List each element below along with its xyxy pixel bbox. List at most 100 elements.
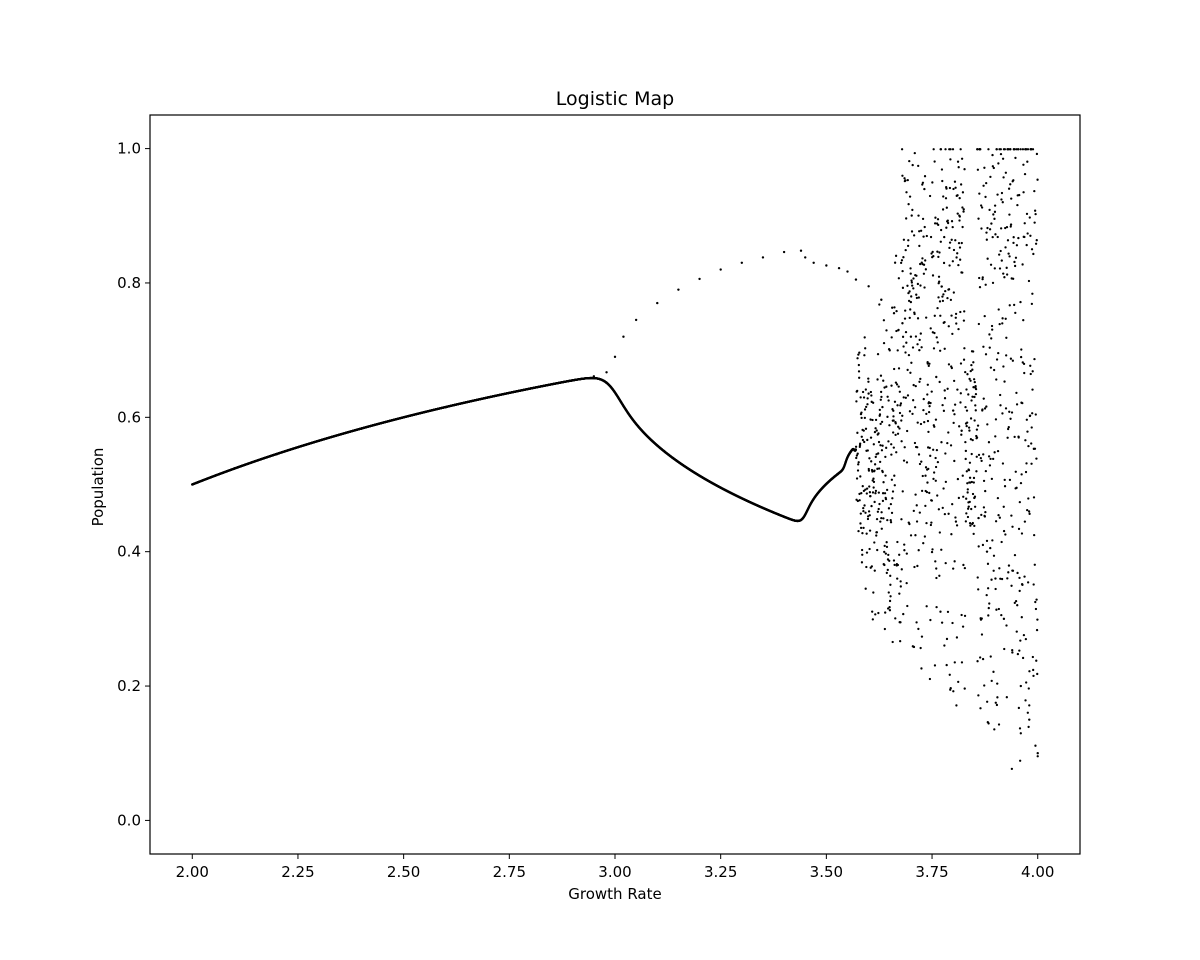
data-point	[902, 238, 906, 241]
data-point	[949, 158, 952, 161]
data-point	[872, 477, 875, 480]
data-point	[991, 539, 994, 542]
data-point	[982, 184, 985, 187]
data-point	[930, 390, 933, 393]
data-point	[877, 491, 880, 494]
data-point	[910, 279, 913, 282]
data-point	[923, 286, 926, 289]
data-point	[934, 418, 938, 421]
data-point	[982, 453, 985, 456]
data-point	[883, 627, 887, 631]
data-point	[902, 256, 905, 259]
data-point	[949, 298, 953, 302]
data-point	[945, 226, 948, 229]
data-point	[879, 398, 882, 401]
data-point	[906, 394, 910, 397]
data-point	[937, 223, 940, 227]
data-point	[994, 435, 997, 438]
data-point	[972, 476, 976, 480]
data-point	[976, 576, 979, 579]
data-point	[931, 274, 935, 277]
data-point	[946, 221, 950, 225]
data-point	[984, 489, 987, 493]
data-point	[925, 316, 928, 319]
data-point	[990, 578, 993, 581]
data-point	[983, 166, 986, 169]
data-point	[982, 345, 985, 348]
data-point	[897, 328, 900, 332]
data-point	[896, 404, 899, 407]
data-point	[961, 206, 964, 209]
data-point	[932, 477, 935, 481]
data-point	[969, 370, 972, 373]
data-point	[861, 532, 864, 535]
data-point	[883, 550, 886, 554]
data-point	[900, 259, 904, 262]
data-point	[890, 384, 893, 387]
data-point	[932, 347, 936, 350]
data-point	[955, 322, 958, 325]
data-point	[950, 220, 954, 223]
data-point	[919, 229, 923, 232]
data-point	[942, 293, 945, 296]
data-point	[1001, 412, 1004, 415]
data-point	[937, 508, 941, 511]
data-point	[979, 656, 982, 659]
data-point	[922, 263, 926, 266]
data-point	[961, 625, 965, 628]
data-point	[886, 395, 889, 398]
data-point	[922, 542, 925, 545]
data-point	[926, 383, 929, 386]
data-point	[888, 609, 892, 612]
data-point	[981, 408, 984, 411]
data-point	[944, 197, 948, 200]
data-point	[915, 296, 919, 300]
data-point	[856, 357, 859, 360]
data-point	[905, 552, 908, 555]
data-point	[944, 148, 947, 151]
data-point	[890, 336, 893, 339]
data-point	[857, 461, 860, 464]
data-point	[941, 208, 945, 211]
data-point	[951, 332, 954, 336]
data-point	[924, 474, 927, 477]
data-point	[873, 541, 876, 544]
data-point	[976, 424, 980, 427]
data-point	[967, 469, 971, 472]
data-point	[928, 194, 932, 198]
data-point	[992, 166, 995, 170]
data-point	[877, 440, 881, 444]
data-point	[872, 486, 875, 489]
data-point	[894, 254, 898, 257]
data-point	[895, 329, 898, 333]
data-point	[967, 393, 970, 396]
data-point	[943, 235, 946, 239]
data-point	[862, 506, 865, 510]
data-point	[858, 351, 861, 354]
data-point	[926, 393, 929, 396]
data-point	[928, 491, 931, 495]
data-point	[873, 463, 877, 466]
data-point	[988, 464, 992, 467]
data-point	[859, 396, 862, 399]
data-point	[951, 621, 954, 625]
data-point	[962, 563, 965, 567]
data-point	[979, 148, 982, 151]
data-point	[897, 367, 901, 370]
data-point	[866, 438, 869, 442]
data-point	[863, 408, 867, 411]
data-point	[989, 263, 993, 266]
data-point	[876, 548, 879, 552]
data-point	[940, 621, 944, 624]
data-point	[909, 371, 912, 374]
data-point	[963, 168, 966, 171]
data-point	[970, 452, 973, 456]
data-point	[890, 511, 894, 515]
data-point	[889, 595, 892, 598]
data-point	[922, 235, 925, 238]
data-point	[906, 604, 909, 608]
data-point	[895, 383, 899, 386]
data-point	[900, 518, 903, 521]
data-point	[879, 460, 882, 464]
data-point	[966, 373, 969, 376]
